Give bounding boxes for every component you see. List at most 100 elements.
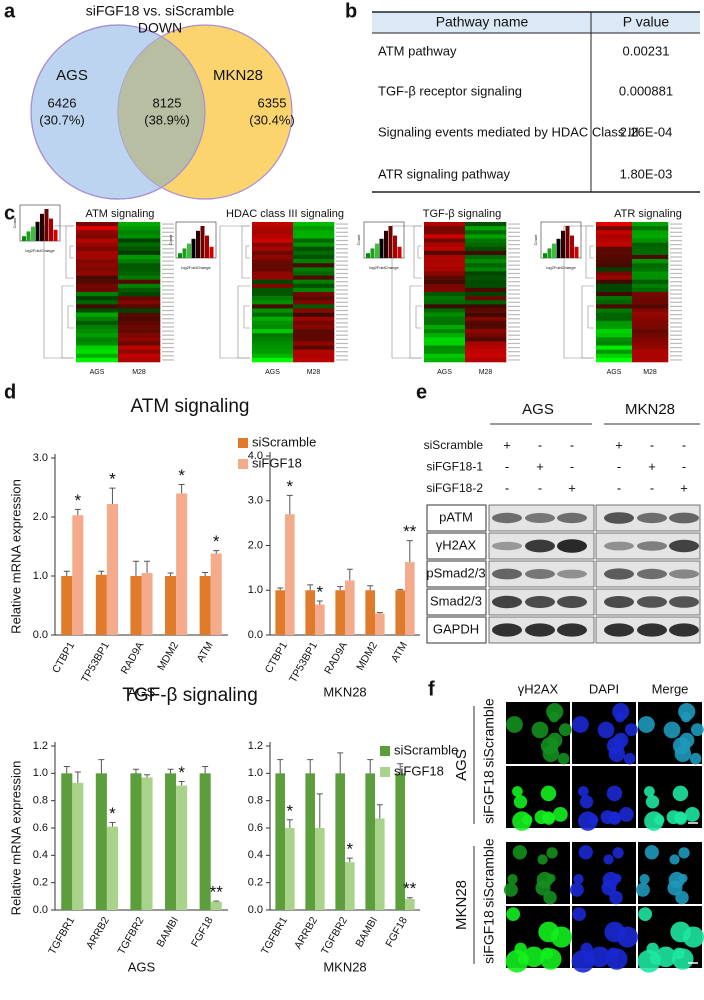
- heatmap-cell: [293, 263, 335, 268]
- error-bar: [286, 494, 293, 515]
- heatmap-cell: [76, 263, 119, 268]
- heatmap-cell: [293, 296, 335, 301]
- heatmap-cell: [596, 242, 633, 248]
- error-bar: [178, 484, 185, 494]
- legend-swatch: [238, 459, 248, 469]
- heatmap-cell: [465, 337, 507, 342]
- y-tick-label: 3.0: [248, 495, 263, 507]
- blot-band: [637, 541, 667, 551]
- hist-bar: [44, 209, 49, 241]
- nucleus: [637, 949, 661, 973]
- blot-band: [669, 569, 699, 579]
- table-cell: ATR signaling pathway: [378, 166, 510, 181]
- heatmap-cell: [596, 341, 633, 346]
- condition-mark: -: [538, 437, 542, 452]
- heatmap-cell: [424, 242, 466, 248]
- nucleus: [635, 882, 650, 897]
- heatmap-cell: [424, 283, 466, 289]
- nucleus: [672, 785, 689, 802]
- significance: *: [109, 470, 116, 489]
- heatmap-cell: [293, 357, 335, 363]
- nucleus: [537, 854, 548, 865]
- heatmap-cell: [632, 283, 669, 289]
- hist-bar: [178, 253, 182, 258]
- heatmap-cell: [424, 320, 466, 326]
- heatmap-cell: [118, 250, 161, 256]
- heatmap-cell: [76, 304, 119, 309]
- hist-ylabel: Count: [533, 234, 538, 246]
- heatmap-cell: [252, 230, 294, 235]
- nucleus: [638, 716, 655, 733]
- bar: [130, 576, 142, 635]
- heatmap-cell: [424, 287, 466, 293]
- heatmap-cell: [632, 345, 669, 350]
- hist-bar: [40, 213, 44, 241]
- hist-bar: [187, 243, 191, 258]
- heatmap-cell: [632, 324, 669, 330]
- significance: *: [109, 804, 116, 823]
- heatmap-cell: [76, 283, 119, 289]
- heatmap-cell: [632, 333, 669, 338]
- heatmap-cell: [596, 230, 633, 235]
- heatmap-cell: [293, 222, 335, 227]
- error-bar: [277, 587, 284, 591]
- hist-bar: [182, 248, 187, 258]
- nucleus: [602, 871, 619, 889]
- nucleus: [613, 732, 629, 748]
- hist-bar: [375, 243, 379, 258]
- condition-mark: -: [650, 480, 654, 495]
- heatmap-cell: [118, 226, 161, 231]
- blot-band: [492, 568, 522, 580]
- heatmap-cell: [252, 267, 294, 272]
- heatmap-cell: [424, 250, 466, 256]
- significance: **: [403, 522, 417, 541]
- heatmap-cell: [118, 287, 161, 293]
- heatmap-cell: [76, 300, 119, 305]
- heatmap-cell: [252, 353, 294, 359]
- heatmap-cell: [424, 349, 466, 355]
- venn-count: 8125: [153, 95, 182, 110]
- venn-set-label: AGS: [56, 67, 88, 84]
- heatmap-cell: [596, 316, 633, 322]
- heatmap-cell: [424, 267, 466, 272]
- y-tick-label: 0.8: [33, 795, 48, 807]
- bar: [72, 515, 84, 635]
- nucleus: [597, 721, 615, 739]
- heatmap-cell: [76, 259, 119, 264]
- heatmap-cell: [118, 292, 161, 297]
- error-bar: [132, 768, 139, 774]
- nucleus: [608, 812, 622, 825]
- heatmap-cell: [293, 271, 335, 276]
- heatmap-title: TGF-β signaling: [423, 208, 501, 220]
- heatmap-cell: [424, 345, 466, 350]
- heatmap-cell: [293, 267, 335, 272]
- heatmap-cell: [76, 349, 119, 355]
- heatmap-cell: [252, 242, 294, 248]
- error-bar: [376, 612, 383, 614]
- condition-mark: -: [617, 459, 621, 474]
- heatmap-cell: [118, 341, 161, 346]
- heatmap-cell: [293, 308, 335, 313]
- legend-label: siFGF18: [252, 455, 302, 470]
- heatmap-cell: [293, 259, 335, 264]
- heatmap-cell: [465, 263, 507, 268]
- heatmap-cell: [465, 329, 507, 334]
- heatmap-cell: [76, 345, 119, 350]
- table-cell: 0.000881: [619, 83, 673, 98]
- error-bar: [337, 752, 344, 774]
- heatmap-cell: [76, 320, 119, 326]
- bar: [165, 773, 177, 910]
- protein-label-box: [426, 532, 487, 560]
- blot-band: [604, 568, 634, 580]
- bar: [61, 773, 73, 910]
- nucleus: [578, 845, 593, 860]
- nucleus: [616, 926, 639, 948]
- heatmap-cell: [252, 283, 294, 289]
- heatmap-cell: [424, 316, 466, 322]
- bar: [395, 590, 405, 635]
- nucleus: [639, 873, 650, 885]
- heatmap-cell: [118, 246, 161, 252]
- dendrogram: [415, 305, 422, 329]
- heatmap-cell: [596, 292, 633, 297]
- heatmap-cell: [465, 345, 507, 350]
